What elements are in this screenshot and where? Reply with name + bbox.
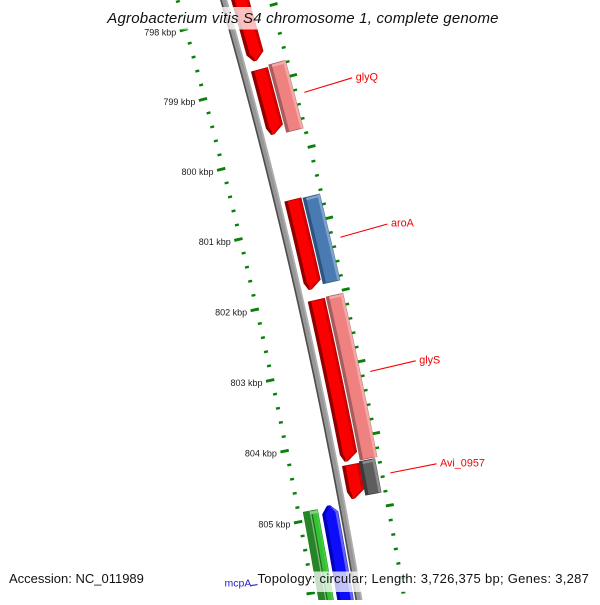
svg-text:Accession: NC_011989: Accession: NC_011989: [9, 571, 144, 586]
svg-text:799 kbp: 799 kbp: [163, 97, 195, 107]
svg-text:803 kbp: 803 kbp: [230, 378, 262, 388]
svg-text:glyS: glyS: [419, 355, 440, 367]
svg-text:Avi_0957: Avi_0957: [440, 458, 485, 470]
svg-text:801 kbp: 801 kbp: [199, 237, 231, 247]
svg-text:805 kbp: 805 kbp: [258, 519, 290, 529]
svg-text:aroA: aroA: [391, 218, 415, 230]
svg-text:800 kbp: 800 kbp: [182, 167, 214, 177]
svg-text:798 kbp: 798 kbp: [144, 27, 176, 37]
svg-text:glyQ: glyQ: [356, 72, 378, 84]
svg-text:mcpA: mcpA: [225, 578, 252, 590]
svg-text:Topology: circular; Length: 3,: Topology: circular; Length: 3,726,375 bp…: [258, 571, 590, 586]
svg-text:802 kbp: 802 kbp: [215, 307, 247, 317]
svg-text:Agrobacterium vitis S4 chromos: Agrobacterium vitis S4 chromosome 1, com…: [106, 10, 498, 27]
svg-text:804 kbp: 804 kbp: [245, 448, 277, 458]
